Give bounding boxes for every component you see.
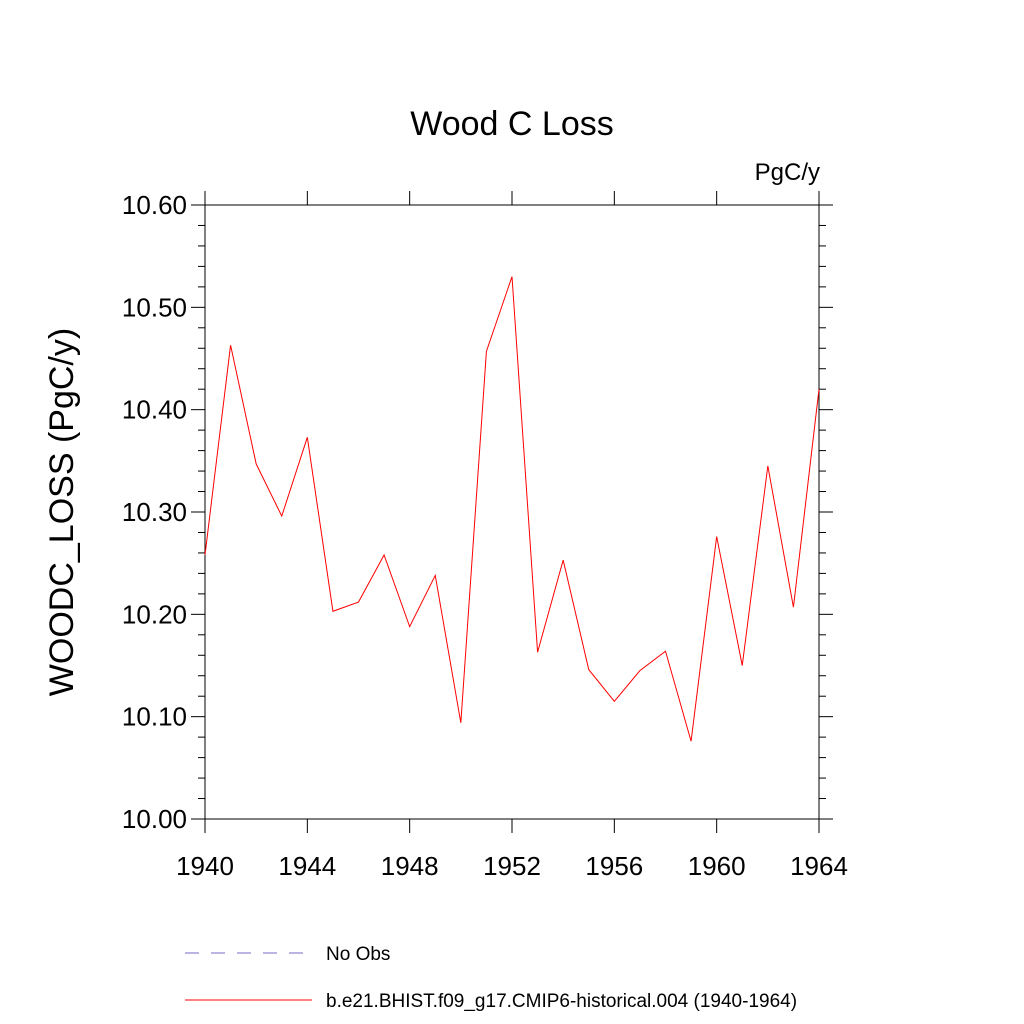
y-tick-label: 10.10: [122, 702, 187, 732]
y-tick-label: 10.50: [122, 292, 187, 322]
y-tick-label: 10.60: [122, 190, 187, 220]
x-tick-label: 1944: [278, 851, 336, 881]
y-tick-label: 10.20: [122, 599, 187, 629]
y-tick-label: 10.30: [122, 497, 187, 527]
legend-label: b.e21.BHIST.f09_g17.CMIP6-historical.004…: [326, 991, 797, 1012]
units-label: PgC/y: [755, 159, 820, 186]
x-tick-label: 1948: [381, 851, 439, 881]
chart-title: Wood C Loss: [410, 105, 613, 143]
x-tick-label: 1952: [483, 851, 541, 881]
axis-ticks: 10.00 10.10 10.20 10.30 10.40 10.50 10.60 1940 1…: [122, 190, 848, 881]
y-tick-label: 10.40: [122, 395, 187, 425]
legend: No Obs b.e21.BHIST.f09_g17.CMIP6-historic…: [185, 944, 797, 1012]
x-tick-label: 1956: [585, 851, 643, 881]
legend-label: No Obs: [326, 944, 390, 965]
x-tick-label: 1960: [688, 851, 746, 881]
series-layer: [204, 276, 820, 742]
x-tick-label: 1940: [176, 851, 234, 881]
y-axis-label: WOODC_LOSS (PgC/y): [43, 328, 81, 696]
y-tick-label: 10.00: [122, 804, 187, 834]
x-tick-label: 1964: [790, 851, 848, 881]
plot-frame: [204, 204, 820, 820]
series-line: [204, 276, 820, 742]
